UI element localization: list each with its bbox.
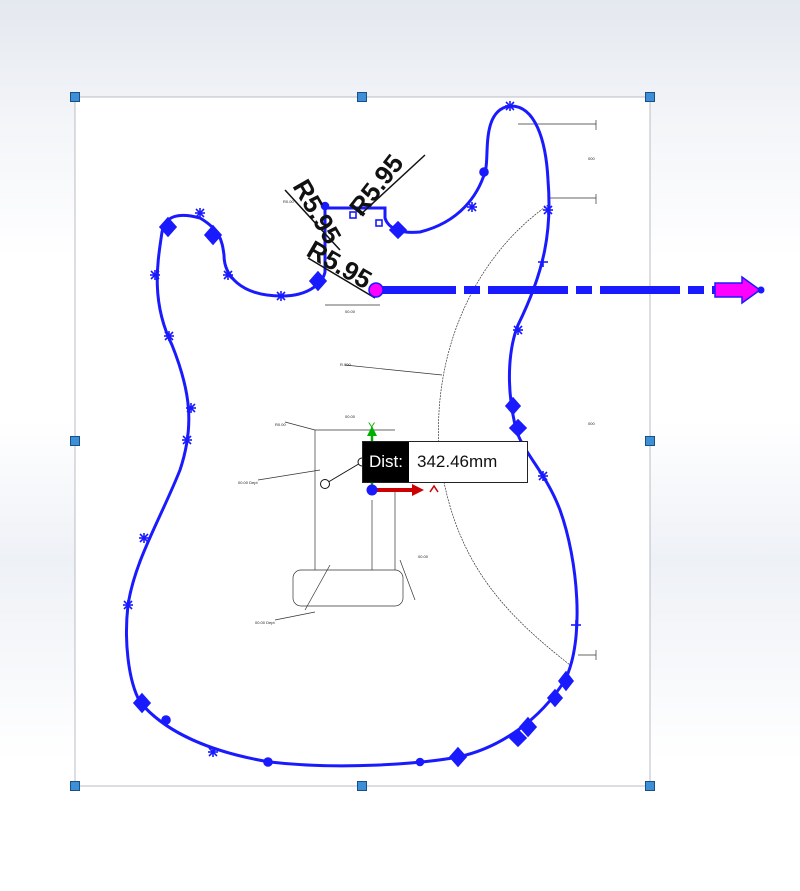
svg-text:R.000: R.000 [340,362,351,367]
resize-handle-bottom-right[interactable] [645,781,655,791]
svg-text:00.00 Dept: 00.00 Dept [255,620,275,625]
sketch-points [123,101,581,768]
svg-text:00.00: 00.00 [418,554,429,559]
distance-value: 342.46mm [417,452,498,471]
resize-handle-middle-left[interactable] [70,436,80,446]
resize-handle-top-right[interactable] [645,92,655,102]
distance-tooltip: Dist: 342.46mm [362,441,529,483]
distance-label: Dist: [363,442,409,482]
y-axis-label: Y [368,421,376,433]
svg-text:000: 000 [588,156,595,161]
resize-handle-bottom-left[interactable] [70,781,80,791]
resize-handle-middle-right[interactable] [645,436,655,446]
svg-text:000: 000 [588,421,595,426]
resize-handle-bottom-center[interactable] [357,781,367,791]
resize-handle-top-center[interactable] [357,92,367,102]
svg-text:R0.00: R0.00 [275,422,286,427]
svg-text:00.00 Dept: 00.00 Dept [238,480,258,485]
line-start-point [368,282,384,298]
move-direction-line[interactable] [368,275,765,305]
svg-text:R0.00: R0.00 [283,199,294,204]
svg-text:00.00: 00.00 [345,414,356,419]
svg-text:00.00: 00.00 [345,309,356,314]
magenta-arrow-icon [714,275,762,305]
resize-handle-top-left[interactable] [70,92,80,102]
dimension-annotations: 000 000 R.000 00.00 R0.00 00.00 00.00 De… [238,156,595,625]
